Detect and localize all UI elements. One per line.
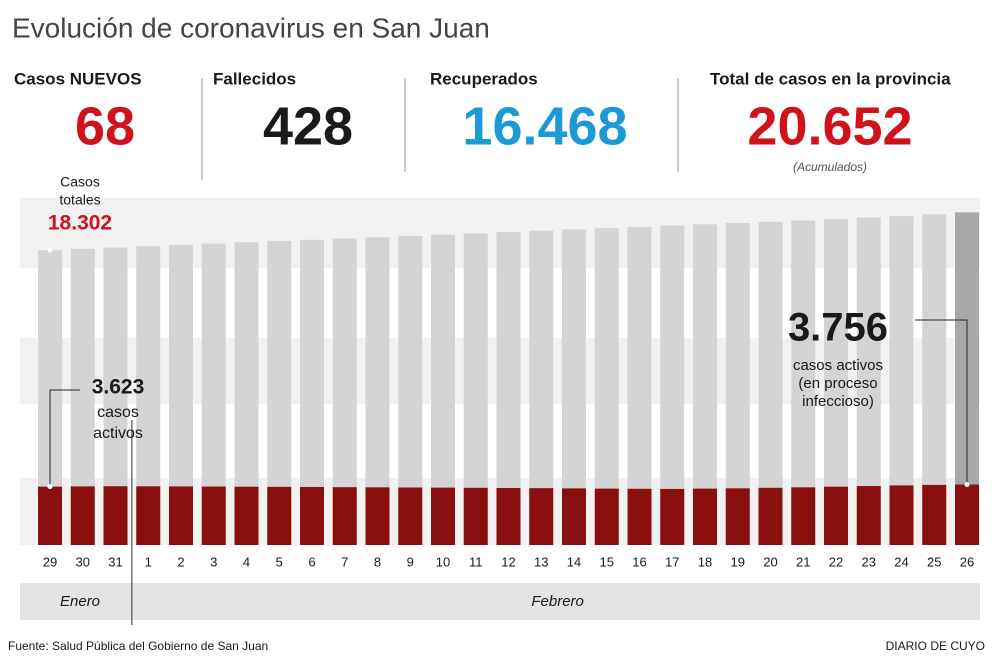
x-tick-label: 10 <box>436 554 450 569</box>
x-tick-label: 4 <box>243 554 250 569</box>
x-tick-label: 25 <box>927 554 941 569</box>
month-band <box>20 583 980 620</box>
annotation: activos <box>93 425 143 442</box>
x-tick-label: 8 <box>374 554 381 569</box>
stat-value: 20.652 <box>747 96 912 156</box>
active-bar <box>660 488 685 545</box>
active-bar <box>38 486 62 545</box>
source: Fuente: Salud Pública del Gobierno de Sa… <box>8 639 268 653</box>
leader-line <box>49 389 80 487</box>
active-bar <box>889 485 914 545</box>
marker-dot <box>47 247 53 253</box>
value-label: 18.302 <box>48 212 112 235</box>
x-tick-label: 26 <box>960 554 974 569</box>
month-label: Enero <box>60 593 100 610</box>
annotation: casos <box>97 404 139 421</box>
annotation: Casos <box>60 174 100 190</box>
active-bar <box>70 486 95 545</box>
x-tick-label: 31 <box>108 554 122 569</box>
leader-line <box>915 319 968 485</box>
stat-value: 428 <box>263 96 353 156</box>
active-bar <box>529 488 554 545</box>
x-tick-label: 9 <box>407 554 414 569</box>
stat-label: Total de casos en la provincia <box>710 69 951 88</box>
active-bar <box>463 487 488 545</box>
active-bar <box>496 487 521 545</box>
stat-label: Casos NUEVOS <box>14 69 142 88</box>
x-tick-label: 18 <box>698 554 712 569</box>
active-bar <box>725 488 750 545</box>
annotation: totales <box>59 192 100 208</box>
x-tick-label: 29 <box>43 554 57 569</box>
annotation: casos activos <box>793 357 883 374</box>
active-bar <box>300 487 324 545</box>
active-bar <box>824 486 848 545</box>
stat-label: Recuperados <box>430 69 538 88</box>
annotation: (en proceso <box>798 375 877 392</box>
x-tick-label: 15 <box>600 554 614 569</box>
x-tick-label: 11 <box>469 554 483 569</box>
x-tick-label: 22 <box>829 554 843 569</box>
title: Evolución de coronavirus en San Juan <box>12 12 490 43</box>
x-tick-label: 17 <box>665 554 679 569</box>
x-tick-label: 16 <box>632 554 646 569</box>
stat-label: Fallecidos <box>213 69 296 88</box>
active-bar <box>594 488 619 545</box>
x-tick-label: 30 <box>76 554 90 569</box>
month-label: Febrero <box>531 593 584 610</box>
active-bar <box>431 487 455 545</box>
active-bar <box>856 486 881 545</box>
annotation: infeccioso) <box>802 393 874 410</box>
value-label: 3.756 <box>788 306 888 350</box>
credit: DIARIO DE CUYO <box>886 639 985 653</box>
x-tick-label: 6 <box>308 554 315 569</box>
active-bar <box>562 488 586 545</box>
x-tick-label: 12 <box>501 554 515 569</box>
active-bar <box>627 488 652 545</box>
active-bar <box>693 488 717 545</box>
x-tick-label: 23 <box>862 554 876 569</box>
x-tick-label: 7 <box>341 554 348 569</box>
active-bar <box>758 487 783 545</box>
x-tick-label: 2 <box>177 554 184 569</box>
active-bar <box>365 487 390 545</box>
stat-note: (Acumulados) <box>793 160 867 174</box>
x-tick-label: 14 <box>567 554 581 569</box>
x-tick-label: 1 <box>145 554 152 569</box>
active-bar <box>136 486 161 545</box>
active-bar <box>955 484 979 545</box>
active-bar <box>332 487 357 545</box>
marker-dot <box>964 482 970 488</box>
active-bar <box>234 486 259 545</box>
x-tick-label: 3 <box>210 554 217 569</box>
x-tick-label: 20 <box>763 554 777 569</box>
marker-dot <box>47 484 53 490</box>
stat-value: 16.468 <box>462 96 627 156</box>
x-tick-label: 5 <box>276 554 283 569</box>
stat-value: 68 <box>75 96 135 156</box>
x-tick-label: 21 <box>796 554 810 569</box>
active-bar <box>922 484 947 545</box>
active-bar <box>103 486 128 545</box>
active-bar <box>267 486 292 545</box>
value-label: 3.623 <box>92 376 145 399</box>
active-bar <box>169 486 193 545</box>
active-bar <box>398 487 423 545</box>
x-tick-label: 13 <box>534 554 548 569</box>
active-bar <box>791 487 816 545</box>
active-bar <box>201 486 226 545</box>
x-tick-label: 19 <box>731 554 745 569</box>
x-tick-label: 24 <box>894 554 908 569</box>
